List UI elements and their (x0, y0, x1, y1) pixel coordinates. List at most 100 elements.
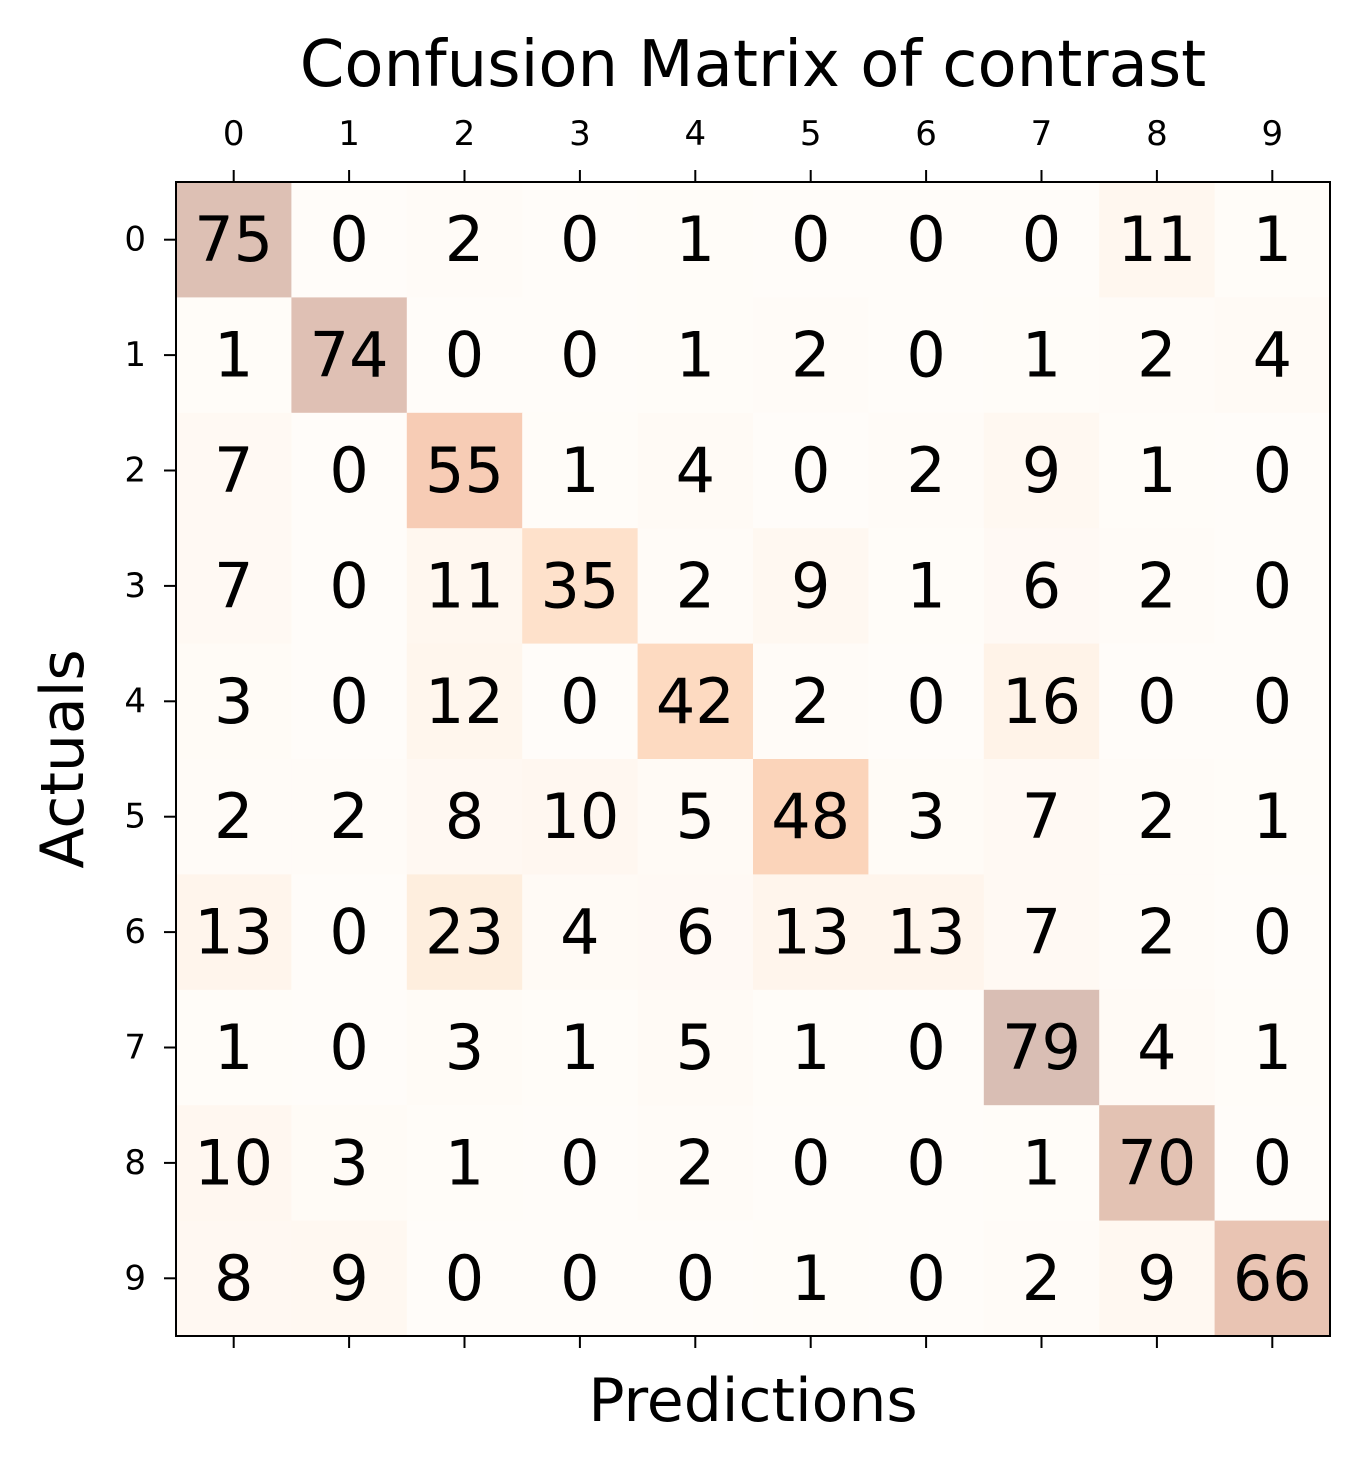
heatmap-cell (176, 182, 292, 298)
cell-value-label: 4 (676, 434, 715, 507)
heatmap-cell (291, 1220, 408, 1337)
cell-value-label: 7 (214, 549, 253, 622)
x-tick-label: 3 (569, 114, 591, 154)
heatmap-cell (868, 297, 985, 414)
plot-frame (175, 181, 1331, 1337)
heatmap-cell (176, 528, 292, 645)
heatmap-cell (1099, 989, 1216, 1106)
cell-value-label: 0 (1137, 665, 1176, 738)
heatmap-cell (868, 643, 985, 760)
heatmap-cells (176, 182, 1331, 1337)
cell-value-label: 4 (1137, 1011, 1176, 1084)
heatmap-cell (753, 989, 869, 1106)
cell-value-label: 9 (1137, 1242, 1176, 1315)
cell-value-label: 0 (906, 665, 945, 738)
cell-value-label: 1 (560, 1011, 599, 1084)
heatmap-cell (753, 297, 869, 414)
heatmap-cell (406, 297, 523, 414)
cell-value-label: 1 (1253, 780, 1292, 853)
cell-value-label: 79 (1002, 1011, 1081, 1084)
heatmap-cell (753, 1220, 869, 1337)
y-tick-label: 5 (124, 797, 146, 837)
cell-value-label: 42 (656, 665, 735, 738)
cell-value-label: 7 (214, 434, 253, 507)
heatmap-cell (291, 643, 408, 760)
heatmap-cell (1214, 643, 1331, 760)
heatmap-cell (1214, 874, 1331, 991)
cell-value-label: 0 (1253, 665, 1292, 738)
cell-value-label: 2 (1137, 780, 1176, 853)
cell-value-label: 1 (676, 203, 715, 276)
cell-value-label: 0 (791, 203, 830, 276)
cell-value-label: 55 (425, 434, 504, 507)
cell-value-label: 2 (791, 665, 830, 738)
heatmap-cell (868, 759, 985, 875)
heatmap-cell (291, 759, 408, 875)
cell-value-label: 2 (906, 434, 945, 507)
heatmap-cell (291, 297, 408, 414)
heatmap-cell (868, 182, 985, 298)
cell-value-label: 9 (791, 549, 830, 622)
heatmap-cell (983, 874, 1100, 991)
heatmap-cell (753, 759, 869, 875)
heatmap-cell (868, 874, 985, 991)
heatmap-cell (753, 528, 869, 645)
cell-value-label: 0 (906, 1242, 945, 1315)
cell-value-label: 2 (1137, 319, 1176, 392)
cell-value-label: 13 (194, 896, 273, 969)
y-tick-label: 9 (124, 1258, 146, 1298)
cell-value-label: 1 (560, 434, 599, 507)
cell-value-label: 0 (1022, 203, 1061, 276)
heatmap-cell (522, 643, 639, 760)
heatmap-cell (868, 528, 985, 645)
cell-value-label: 1 (1253, 1011, 1292, 1084)
cell-value-label: 5 (676, 780, 715, 853)
heatmap-cell (637, 1105, 754, 1222)
cell-value-label: 5 (676, 1011, 715, 1084)
heatmap-cell (522, 528, 639, 645)
x-tick-label: 7 (1031, 114, 1053, 154)
heatmap-cell (637, 182, 754, 298)
heatmap-cell (983, 528, 1100, 645)
heatmap-cell (522, 759, 639, 875)
heatmap-cell (637, 874, 754, 991)
x-tick-label: 2 (454, 114, 476, 154)
cell-value-label: 0 (1253, 549, 1292, 622)
cell-value-label: 1 (676, 319, 715, 392)
heatmap-cell (637, 759, 754, 875)
cell-value-label: 10 (194, 1126, 273, 1199)
heatmap-cell (637, 989, 754, 1106)
cell-value-label: 2 (329, 780, 368, 853)
cell-value-label: 1 (906, 549, 945, 622)
cell-value-label: 6 (1022, 549, 1061, 622)
cell-value-label: 0 (1253, 896, 1292, 969)
heatmap-cell (983, 759, 1100, 875)
cell-value-label: 35 (540, 549, 619, 622)
heatmap-cell (176, 1105, 292, 1222)
heatmap-cell (983, 989, 1100, 1106)
heatmap-cell-labels: 75 0 2 0 1 0 0 0 11 11 74 0 0 1 2 0 1 2 47 0 55 1 4 0 2 9 1 07 0 11 35… (194, 203, 1312, 1315)
cell-value-label: 13 (771, 896, 850, 969)
y-tick-label: 7 (124, 1028, 146, 1068)
cell-value-label: 74 (310, 319, 389, 392)
cell-value-label: 1 (791, 1242, 830, 1315)
heatmap-cell (406, 1105, 523, 1222)
heatmap-cell (406, 643, 523, 760)
heatmap-cell (637, 297, 754, 414)
heatmap-cell (1099, 1220, 1216, 1337)
cell-value-label: 8 (445, 780, 484, 853)
heatmap-cell (406, 412, 523, 529)
cell-value-label: 2 (214, 780, 253, 853)
cell-value-label: 0 (329, 203, 368, 276)
cell-value-label: 2 (1022, 1242, 1061, 1315)
heatmap-cell (753, 1105, 869, 1222)
heatmap-cell (1099, 297, 1216, 414)
cell-value-label: 2 (1137, 896, 1176, 969)
cell-value-label: 0 (445, 319, 484, 392)
cell-value-label: 0 (906, 319, 945, 392)
y-tick-label: 6 (124, 912, 146, 952)
cell-value-label: 9 (329, 1242, 368, 1315)
cell-value-label: 1 (1022, 319, 1061, 392)
heatmap-cell (753, 874, 869, 991)
heatmap-cell (1099, 1105, 1216, 1222)
